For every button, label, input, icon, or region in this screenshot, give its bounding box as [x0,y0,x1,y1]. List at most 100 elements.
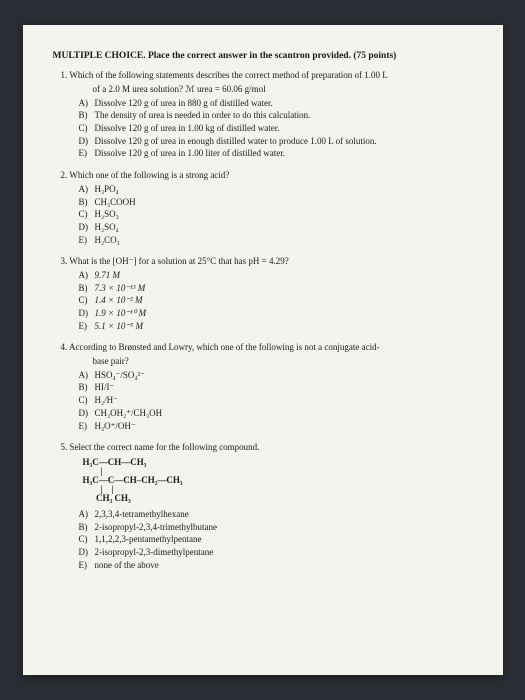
question-2: 2. Which one of the following is a stron… [53,170,473,246]
q1-number: 1. [61,70,68,80]
opt-letter: D) [79,136,95,148]
q2-opt-a: A)H₃PO₄ [79,184,473,196]
q1-line1: 1. Which of the following statements des… [53,70,473,82]
q4-opt-e: E)H₃O⁺/OH⁻ [79,421,473,433]
question-1: 1. Which of the following statements des… [53,70,473,160]
q5-b-text: 2-isopropyl-2,3,4-trimethylbutane [95,522,217,532]
q2-number: 2. [61,170,68,180]
q5-opt-c: C)1,1,2,2,3-pentamethylpentane [79,534,473,546]
opt-letter: D) [79,308,95,320]
q4-options: A)HSO₄⁻/SO₄²⁻ B)HI/I⁻ C)H₂/H⁻ D)CH₃OH₂⁺/… [53,370,473,432]
q3-d-text: 1.9 × 10⁻¹⁰ M [95,308,147,318]
q4-a-text: HSO₄⁻/SO₄²⁻ [95,370,145,380]
q2-e-text: H₂CO₃ [95,235,120,245]
q5-c-text: 1,1,2,2,3-pentamethylpentane [95,534,202,544]
opt-letter: B) [79,197,95,209]
q3-number: 3. [61,256,68,266]
q1-options: A)Dissolve 120 g of urea in 880 g of dis… [53,98,473,160]
q5-e-text: none of the above [95,560,159,570]
q3-opt-b: B)7.3 × 10⁻¹³ M [79,283,473,295]
question-4: 4. According to Brønsted and Lowry, whic… [53,342,473,432]
q1-opt-b: B)The density of urea is needed in order… [79,110,473,122]
opt-letter: B) [79,522,95,534]
q1-a-text: Dissolve 120 g of urea in 880 g of disti… [95,98,273,108]
q5-number: 5. [61,442,68,452]
q3-options: A)9.71 M B)7.3 × 10⁻¹³ M C)1.4 × 10⁻² M … [53,270,473,332]
q4-line1: 4. According to Brønsted and Lowry, whic… [53,342,473,354]
q5-opt-a: A)2,3,3,4-tetramethylhexane [79,509,473,521]
q5-text: Select the correct name for the followin… [70,442,260,452]
q4-c-text: H₂/H⁻ [95,395,118,405]
opt-letter: B) [79,110,95,122]
q3-text: What is the [OH⁻] for a solution at 25°C… [69,256,288,266]
q2-opt-e: E)H₂CO₃ [79,235,473,247]
opt-letter: A) [79,184,95,196]
q3-opt-e: E)5.1 × 10⁻⁵ M [79,321,473,333]
q4-d-text: CH₃OH₂⁺/CH₃OH [95,408,163,418]
q3-opt-d: D)1.9 × 10⁻¹⁰ M [79,308,473,320]
q1-d-text: Dissolve 120 g of urea in enough distill… [95,136,377,146]
q5-d-text: 2-isopropyl-2,3-dimethylpentane [95,547,214,557]
opt-letter: A) [79,98,95,110]
opt-letter: C) [79,209,95,221]
opt-letter: C) [79,395,95,407]
q5-opt-b: B)2-isopropyl-2,3,4-trimethylbutane [79,522,473,534]
q3-opt-a: A)9.71 M [79,270,473,282]
q3-line: 3. What is the [OH⁻] for a solution at 2… [53,256,473,268]
q2-a-text: H₃PO₄ [95,184,119,194]
q4-number: 4. [61,342,68,352]
exam-page: MULTIPLE CHOICE. Place the correct answe… [23,25,503,675]
q2-options: A)H₃PO₄ B)CH₃COOH C)H₂SO₃ D)H₂SO₄ E)H₂CO… [53,184,473,246]
q1-e-text: Dissolve 120 g of urea in 1.00 liter of … [95,148,285,158]
q2-opt-d: D)H₂SO₄ [79,222,473,234]
q2-opt-b: B)CH₃COOH [79,197,473,209]
q2-d-text: H₂SO₄ [95,222,119,232]
q3-c-text: 1.4 × 10⁻² M [95,295,143,305]
q5-structure: H₃C—CH—CH₃ | H₃C—C—CH–CH₂—CH₃ | | CH₃ CH… [53,458,473,503]
q2-opt-c: C)H₂SO₃ [79,209,473,221]
opt-letter: E) [79,148,95,160]
opt-letter: D) [79,222,95,234]
q1-c-text: Dissolve 120 g of urea in 1.00 kg of dis… [95,123,280,133]
q4-opt-b: B)HI/I⁻ [79,382,473,394]
opt-letter: C) [79,123,95,135]
q2-c-text: H₂SO₃ [95,209,119,219]
q3-opt-c: C)1.4 × 10⁻² M [79,295,473,307]
struct-row-4: | | [83,485,473,494]
opt-letter: E) [79,560,95,572]
opt-letter: A) [79,370,95,382]
q1-opt-e: E)Dissolve 120 g of urea in 1.00 liter o… [79,148,473,160]
q3-e-text: 5.1 × 10⁻⁵ M [95,321,143,331]
page-header: MULTIPLE CHOICE. Place the correct answe… [53,50,473,62]
q4-text2: base pair? [53,356,473,368]
opt-letter: B) [79,382,95,394]
question-3: 3. What is the [OH⁻] for a solution at 2… [53,256,473,332]
opt-letter: C) [79,534,95,546]
opt-letter: D) [79,408,95,420]
q4-opt-c: C)H₂/H⁻ [79,395,473,407]
q1-opt-d: D)Dissolve 120 g of urea in enough disti… [79,136,473,148]
q4-b-text: HI/I⁻ [95,382,115,392]
q1-b-text: The density of urea is needed in order t… [95,110,311,120]
opt-letter: B) [79,283,95,295]
opt-letter: E) [79,235,95,247]
q5-opt-e: E)none of the above [79,560,473,572]
q2-line: 2. Which one of the following is a stron… [53,170,473,182]
q4-e-text: H₃O⁺/OH⁻ [95,421,136,431]
opt-letter: E) [79,421,95,433]
q4-opt-a: A)HSO₄⁻/SO₄²⁻ [79,370,473,382]
struct-row-3: H₃C—C—CH–CH₂—CH₃ [83,476,473,485]
opt-letter: E) [79,321,95,333]
q2-text: Which one of the following is a strong a… [69,170,229,180]
q5-a-text: 2,3,3,4-tetramethylhexane [95,509,189,519]
q1-opt-c: C)Dissolve 120 g of urea in 1.00 kg of d… [79,123,473,135]
q3-b-text: 7.3 × 10⁻¹³ M [95,283,146,293]
q1-text2: of a 2.0 M urea solution? ℳ urea = 60.06… [53,84,473,96]
q5-line: 5. Select the correct name for the follo… [53,442,473,454]
struct-row-5: CH₃ CH₃ [83,494,473,503]
q4-opt-d: D)CH₃OH₂⁺/CH₃OH [79,408,473,420]
opt-letter: D) [79,547,95,559]
q3-a-text: 9.71 M [95,270,121,280]
opt-letter: A) [79,270,95,282]
q4-text1: According to Brønsted and Lowry, which o… [69,342,380,352]
